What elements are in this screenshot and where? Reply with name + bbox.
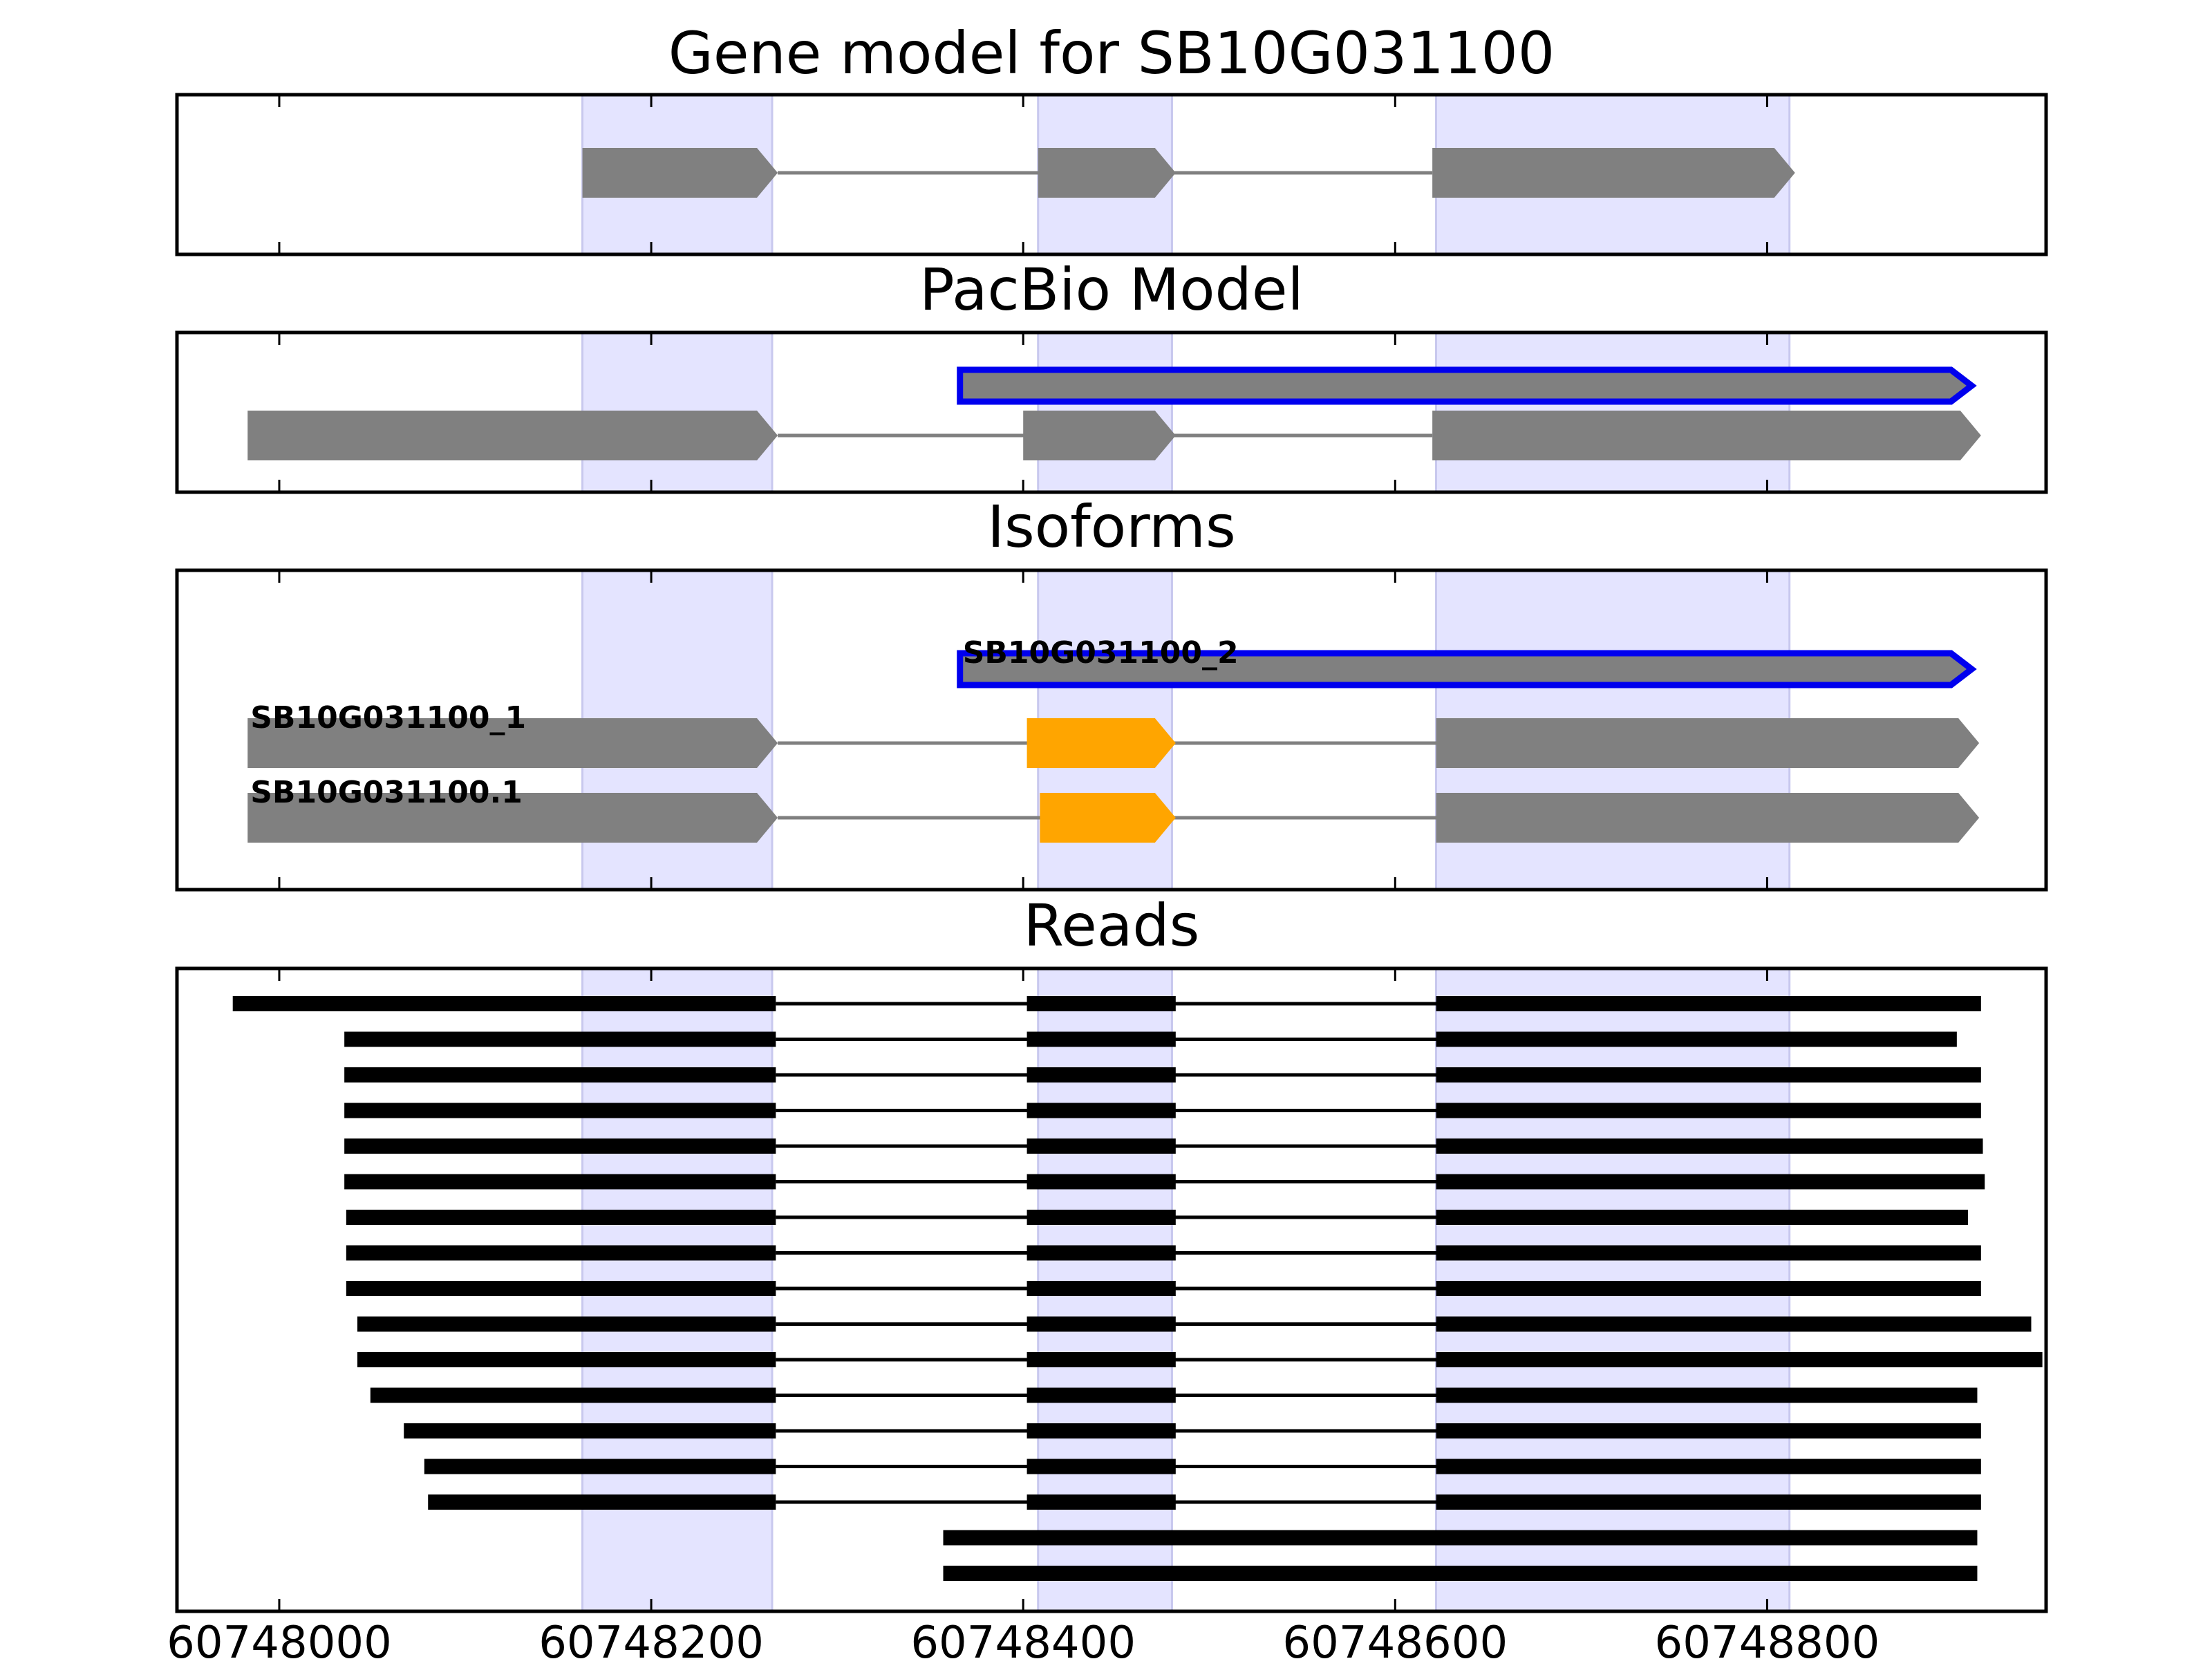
x-tick-label: 60748400 xyxy=(910,1618,1136,1659)
read-block xyxy=(346,1245,776,1261)
read-block xyxy=(344,1138,776,1154)
read-block xyxy=(344,1067,776,1082)
read-block xyxy=(1027,1423,1176,1438)
read-block xyxy=(1027,1245,1176,1261)
alt-exon-arrow xyxy=(1040,793,1176,843)
read-block xyxy=(1027,1210,1176,1225)
read-block xyxy=(1436,1423,1981,1438)
x-tick-label: 60748000 xyxy=(167,1618,392,1659)
read-block xyxy=(344,1174,776,1190)
read-block xyxy=(344,1031,776,1047)
isoforms-panel: Isoforms SB10G031100_2 SB10G031100_1 SB10G… xyxy=(175,493,2048,892)
read-block xyxy=(1436,996,1981,1011)
read-block xyxy=(1436,1138,1983,1154)
read-block xyxy=(1027,996,1176,1011)
isoform-label: SB10G031100.1 xyxy=(250,775,523,810)
read-block xyxy=(1027,1281,1176,1296)
isoforms-title: Isoforms xyxy=(987,493,1236,561)
read-block xyxy=(1436,1031,1957,1047)
read-block xyxy=(428,1494,776,1510)
x-tick-label: 60748200 xyxy=(538,1618,764,1659)
read-block xyxy=(1027,1138,1176,1154)
exon-arrow xyxy=(1038,148,1176,198)
x-tick-label: 60748600 xyxy=(1282,1618,1508,1659)
exon-arrow xyxy=(1432,148,1795,198)
read-block xyxy=(1027,1103,1176,1118)
read-block xyxy=(346,1281,776,1296)
isoforms-frame xyxy=(175,568,2048,892)
read-block xyxy=(1027,1067,1176,1082)
read-block xyxy=(1027,1316,1176,1332)
read-block xyxy=(1436,1494,1981,1510)
read-block xyxy=(1027,1174,1176,1190)
isoform-label: SB10G031100_2 xyxy=(963,635,1239,671)
read-block xyxy=(1436,1245,1981,1261)
gene-model-panel: Gene model for SB10G031100 xyxy=(175,19,2048,256)
read-block xyxy=(370,1387,776,1403)
read-block xyxy=(1436,1352,2043,1367)
read-block xyxy=(1436,1387,1978,1403)
read-block xyxy=(232,996,776,1011)
read-block xyxy=(1436,1459,1981,1474)
read-block xyxy=(1436,1067,1981,1082)
read-block xyxy=(357,1316,776,1332)
selected-transcript-arrow xyxy=(957,650,1977,688)
read-block xyxy=(424,1459,776,1474)
read-block xyxy=(1027,1387,1176,1403)
x-tick-label: 60748800 xyxy=(1655,1618,1880,1659)
exon-arrow xyxy=(247,718,778,768)
exon-arrow xyxy=(1432,411,1981,460)
gene-model-frame xyxy=(175,93,2048,256)
reads-frame xyxy=(175,966,2048,1613)
read-block xyxy=(1436,1103,1981,1118)
alt-exon-arrow xyxy=(1027,718,1176,768)
read-block xyxy=(404,1423,776,1438)
exon-arrow xyxy=(1436,793,1980,843)
reads-panel: Reads xyxy=(175,892,2048,1613)
exon-arrow xyxy=(247,793,778,843)
read-block xyxy=(1027,1031,1176,1047)
read-block xyxy=(1027,1352,1176,1367)
selected-transcript-arrow xyxy=(957,366,1977,405)
read-block xyxy=(1436,1174,1985,1190)
pacbio-model-frame xyxy=(175,330,2048,494)
pacbio-model-panel: PacBio Model xyxy=(175,256,2048,494)
read-block xyxy=(1436,1316,2032,1332)
reads-title: Reads xyxy=(1024,892,1200,959)
read-block xyxy=(1436,1210,1968,1225)
read-block xyxy=(943,1566,1978,1581)
exon-arrow xyxy=(582,148,778,198)
isoform-label: SB10G031100_1 xyxy=(250,700,526,735)
read-block xyxy=(943,1530,1978,1546)
exon-arrow xyxy=(247,411,778,460)
read-block xyxy=(357,1352,776,1367)
gene-model-title: Gene model for SB10G031100 xyxy=(668,19,1555,87)
read-block xyxy=(344,1103,776,1118)
read-block xyxy=(346,1210,776,1225)
read-block xyxy=(1027,1459,1176,1474)
exon-arrow xyxy=(1023,411,1176,460)
read-block xyxy=(1027,1494,1176,1510)
exon-arrow xyxy=(1436,718,1980,768)
x-axis-tick-labels: 60748000 60748200 60748400 60748600 60748800 xyxy=(167,1618,1880,1659)
pacbio-model-title: PacBio Model xyxy=(919,256,1304,324)
read-block xyxy=(1436,1281,1981,1296)
